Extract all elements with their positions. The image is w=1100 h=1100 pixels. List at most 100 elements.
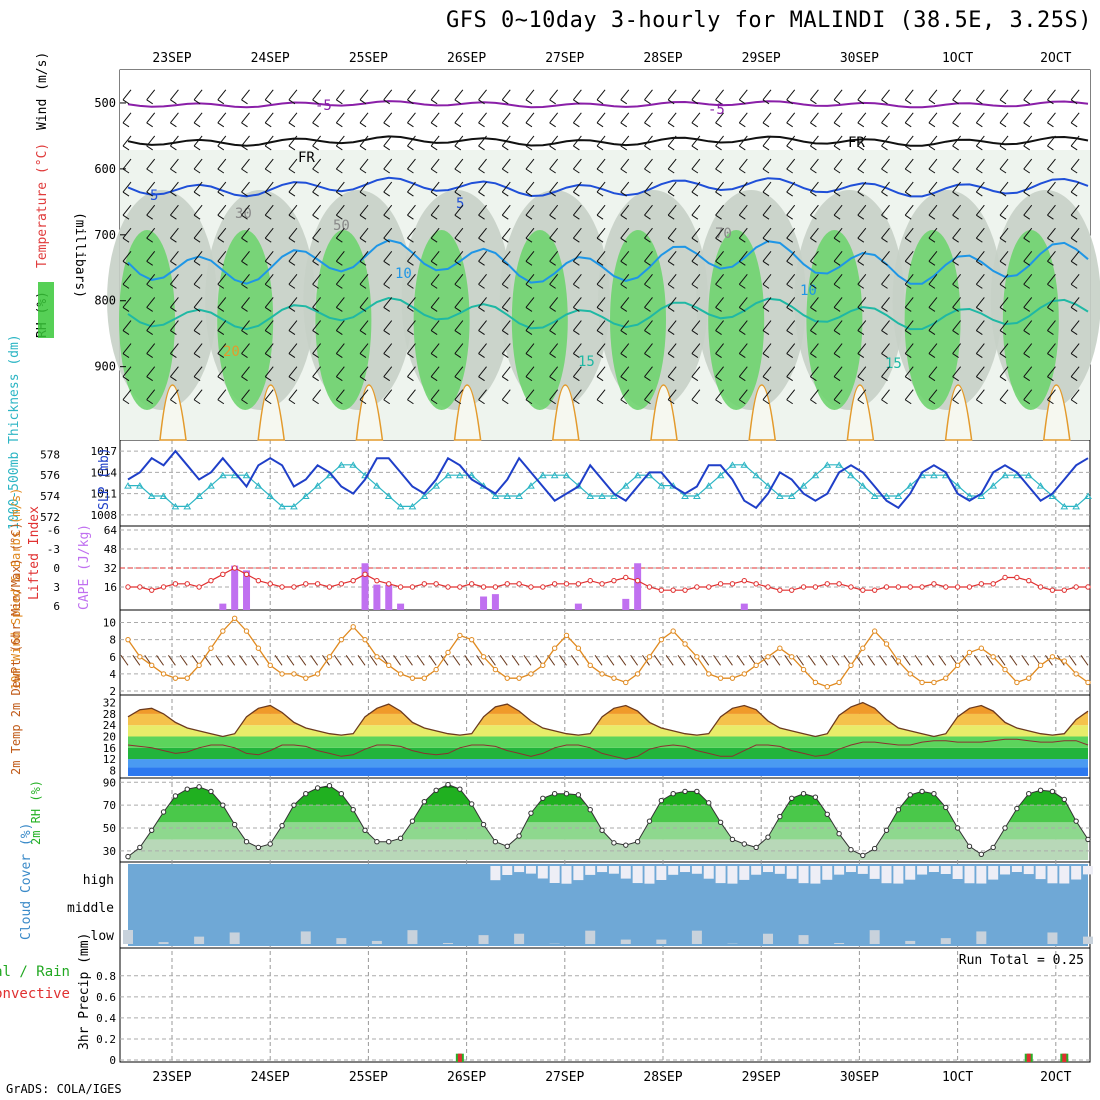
cloud-high-gap xyxy=(644,866,655,884)
wind-barb xyxy=(170,366,179,377)
wind-barb-flag xyxy=(691,330,699,335)
wind-barb xyxy=(833,227,843,239)
rh2m-series-point xyxy=(919,788,925,795)
wind-barb xyxy=(881,227,890,239)
wind-barb xyxy=(620,297,630,308)
wind-barb-flag xyxy=(976,376,983,382)
wind-barb-flag xyxy=(1070,214,1078,220)
wind-barb xyxy=(335,89,345,101)
rh2m-series-point xyxy=(540,795,546,801)
wind-barb-flag xyxy=(715,353,722,359)
wind-barb xyxy=(549,389,559,401)
wind10m-series-point xyxy=(611,675,617,681)
wind-barb xyxy=(288,274,298,285)
cloud-low-bar xyxy=(1083,936,1093,944)
thickness-series-point xyxy=(787,492,796,499)
wind-barb xyxy=(217,112,227,124)
wind-barb xyxy=(667,89,677,101)
lifted-index-series-point xyxy=(765,584,771,590)
wind-barb-flag xyxy=(976,283,983,289)
wind-barb xyxy=(383,343,393,354)
wind-barb xyxy=(430,297,440,308)
wind-barb-flag xyxy=(217,283,225,289)
rh2m-series-point xyxy=(646,818,653,824)
cape-bar xyxy=(243,570,251,610)
wind-barb xyxy=(430,135,440,147)
wind-barb xyxy=(928,366,938,377)
temp-band xyxy=(128,767,1088,776)
date-label-bottom: 23SEP xyxy=(152,1070,191,1085)
wind-barb-flag xyxy=(359,353,367,359)
wind-barb xyxy=(810,181,819,193)
pressure-tick-label: 500 xyxy=(94,96,116,110)
thickness-series-point xyxy=(538,471,547,479)
wind-barb-flag xyxy=(620,307,628,312)
wind-barb-flag xyxy=(383,122,391,128)
wind-barb-flag xyxy=(762,399,770,405)
wind-barb xyxy=(572,181,582,193)
lifted-index-series-point xyxy=(1061,587,1067,593)
wind-barb xyxy=(691,112,701,124)
wind-barb-flag xyxy=(525,191,533,197)
wind-barb xyxy=(620,204,630,216)
warm-surface-plume xyxy=(944,384,973,441)
rh2m-series-point xyxy=(220,802,226,808)
wind-barb-flag xyxy=(146,191,153,197)
wind-barb xyxy=(904,366,914,377)
lifted-index-series-point xyxy=(314,581,321,587)
wind-barb xyxy=(667,181,677,193)
wind-barb-flag xyxy=(904,237,912,243)
thickness-series-point xyxy=(610,492,618,499)
wind-barb-flag xyxy=(383,283,391,289)
wind-barb xyxy=(928,297,938,308)
wind-barb xyxy=(1023,89,1033,101)
pressure-tick-label: 700 xyxy=(94,228,116,242)
wind-barb-flag xyxy=(501,214,509,220)
cloud-high-gap xyxy=(845,866,856,873)
lifted-index-series-point xyxy=(1026,577,1032,584)
wind-barb-flag xyxy=(976,399,983,405)
cloud-low-bar xyxy=(976,931,987,944)
cloud-high-gap xyxy=(763,866,773,873)
wind-barb xyxy=(430,274,440,285)
wind10m-series-point xyxy=(706,671,712,677)
wind-barb-flag xyxy=(501,283,509,289)
wind-barb xyxy=(786,250,796,262)
wind10m-barb xyxy=(405,655,413,666)
wind-barb-flag xyxy=(336,168,343,174)
wind-barb xyxy=(359,297,369,308)
wind-barb-flag xyxy=(241,237,248,243)
wind10m-barb xyxy=(523,655,532,666)
li-tick: 6 xyxy=(53,600,60,613)
wind-barb xyxy=(335,366,345,377)
wind-barb xyxy=(715,112,724,124)
cloud-high-gap xyxy=(869,866,880,879)
wind-barb xyxy=(122,297,132,308)
wind-barb xyxy=(146,112,156,124)
thickness-series-point xyxy=(515,492,523,499)
wind-barb-flag xyxy=(952,168,959,174)
thickness-series xyxy=(128,464,1089,507)
wind-barb xyxy=(217,343,227,354)
cloud-high-gap xyxy=(525,866,536,874)
thickness-series-point xyxy=(858,482,867,489)
wind-barb xyxy=(857,320,867,331)
wind-barb-flag xyxy=(573,353,580,359)
wind-barb-flag xyxy=(170,376,177,382)
wind-barb xyxy=(359,227,369,239)
contour-label: 10 xyxy=(395,266,412,282)
date-label-bottom: 30SEP xyxy=(840,1070,879,1085)
wind-barb-flag xyxy=(193,330,201,335)
date-label-bottom: 29SEP xyxy=(742,1070,781,1085)
wind-barb-flag xyxy=(217,191,225,197)
wind-barb-flag xyxy=(454,307,462,312)
wind-barb-flag xyxy=(122,191,130,197)
wind-barb xyxy=(691,181,701,193)
wind-barb-flag xyxy=(952,145,959,151)
wind-barb-flag xyxy=(620,122,628,128)
wind-barb-flag xyxy=(170,237,177,243)
wind10m-series-point xyxy=(931,679,937,686)
wind-barb xyxy=(620,366,630,377)
wind-barb xyxy=(383,89,393,101)
wind-barb xyxy=(1047,204,1056,216)
